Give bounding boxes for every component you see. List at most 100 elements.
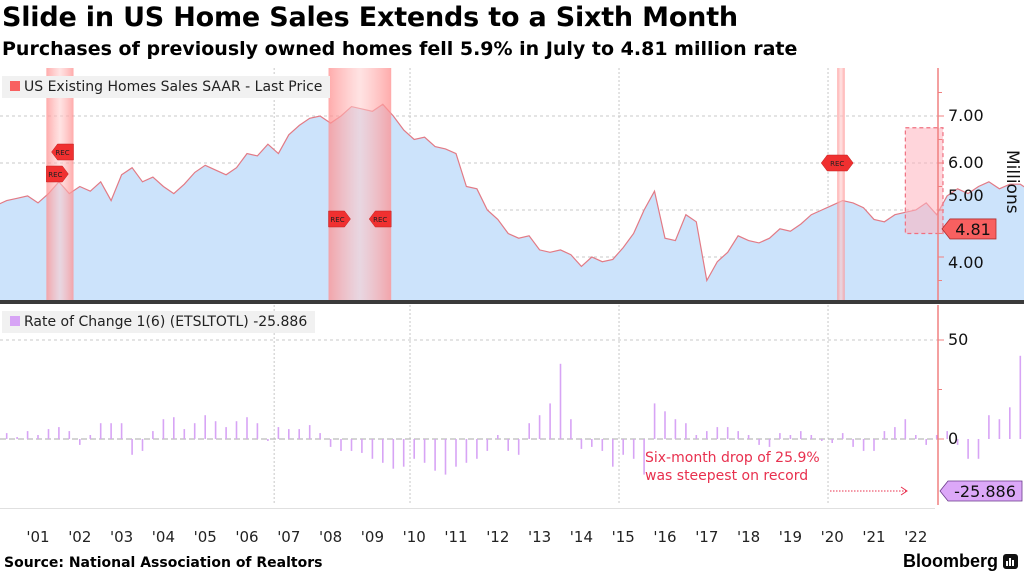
recession-bands: REC REC REC REC REC xyxy=(46,68,854,302)
bar xyxy=(925,439,927,445)
recession-marker-icon xyxy=(328,210,351,228)
bar xyxy=(413,439,415,459)
x-tick-label: '09 xyxy=(360,528,384,546)
bar xyxy=(601,439,604,451)
bar xyxy=(465,439,468,463)
bar xyxy=(831,439,833,443)
bar xyxy=(288,429,290,439)
recession-marker-label: REC xyxy=(373,216,387,224)
bar xyxy=(507,439,509,451)
bar xyxy=(747,435,750,439)
x-tick-label: '22 xyxy=(904,528,928,546)
recession-marker-icon xyxy=(46,165,69,183)
bar xyxy=(706,431,708,439)
bar xyxy=(643,439,645,475)
x-tick-label: '05 xyxy=(193,528,217,546)
bloomberg-logo: Bloomberg xyxy=(902,551,998,571)
bar xyxy=(68,431,71,439)
bar xyxy=(591,439,593,447)
x-tick-label: '06 xyxy=(235,528,259,546)
last-value-badge-bottom xyxy=(939,480,1023,502)
bar xyxy=(737,431,739,439)
x-tick-label: '13 xyxy=(527,528,552,546)
recession-marker-icon xyxy=(51,143,74,161)
bar xyxy=(37,435,39,439)
bar xyxy=(789,435,792,439)
bar xyxy=(528,423,530,439)
bar xyxy=(653,403,656,439)
bottom-panel-bars xyxy=(5,355,1022,496)
highlight-box-rect xyxy=(904,127,944,235)
bar xyxy=(277,427,280,439)
recession-marker-icon xyxy=(820,154,854,172)
recession-band xyxy=(46,68,74,302)
top-panel-y-axis xyxy=(937,68,944,302)
y-tick-bottom: 50 xyxy=(948,330,969,349)
y-tick-bottom: 0 xyxy=(948,429,959,448)
bar xyxy=(298,429,300,439)
bar xyxy=(382,439,384,463)
bottom-panel-y-axis xyxy=(937,305,944,505)
x-tick-label: '15 xyxy=(611,528,635,546)
bar xyxy=(570,419,572,439)
legend-bottom: Rate of Change 1(6) (ETSLTOTL) -25.886 xyxy=(2,311,316,333)
bar xyxy=(716,427,719,439)
bar xyxy=(162,419,165,439)
bar xyxy=(423,439,426,463)
bar xyxy=(434,439,436,471)
bar xyxy=(664,411,666,439)
x-tick-label: '20 xyxy=(820,528,844,546)
top-panel-area xyxy=(0,103,1024,302)
bar xyxy=(183,429,186,439)
y-tick-top: 6.00 xyxy=(948,153,984,172)
bar xyxy=(361,439,363,453)
bar xyxy=(26,431,29,439)
area-fill xyxy=(0,104,1024,302)
bar xyxy=(497,435,499,439)
y-tick-top: 5.00 xyxy=(948,186,984,205)
bar xyxy=(915,435,917,439)
last-value-labels: 4.81 -25.886 xyxy=(939,218,1023,502)
bar xyxy=(308,425,311,439)
bar xyxy=(350,439,353,451)
x-tick-label: '19 xyxy=(778,528,802,546)
bar xyxy=(559,363,562,439)
bar xyxy=(131,439,133,455)
bar xyxy=(58,427,60,439)
bar xyxy=(768,439,771,447)
bar xyxy=(16,437,18,439)
legend-label-bottom: Rate of Change 1(6) (ETSLTOTL) -25.886 xyxy=(24,314,308,330)
bar xyxy=(99,423,102,439)
bar xyxy=(935,435,938,439)
recession-band xyxy=(837,68,845,302)
bar xyxy=(173,417,175,439)
bar xyxy=(841,433,844,439)
annotation-text: Six-month drop of 25.9% was steepest on … xyxy=(645,449,820,485)
bar xyxy=(267,439,269,441)
bar xyxy=(632,439,635,459)
x-tick-label: '17 xyxy=(695,528,719,546)
bar xyxy=(455,439,457,467)
bar xyxy=(1009,407,1011,439)
bar xyxy=(852,439,854,447)
bar xyxy=(204,415,206,439)
x-tick-label: '10 xyxy=(402,528,426,546)
panel-separator xyxy=(0,300,1024,304)
y-axis-unit-label: Millions xyxy=(1002,150,1022,214)
bar xyxy=(810,435,813,439)
chart-title: Slide in US Home Sales Extends to a Sixt… xyxy=(2,2,738,33)
bar xyxy=(695,435,698,439)
bar xyxy=(120,423,123,439)
bottom-border xyxy=(0,508,935,509)
bar xyxy=(89,435,92,439)
recession-marker-label: REC xyxy=(830,160,844,168)
recession-marker-label: REC xyxy=(48,171,62,179)
bar xyxy=(47,429,50,439)
bar xyxy=(371,439,374,459)
x-tick-label: '04 xyxy=(151,528,175,546)
annotation-line-2: was steepest on record xyxy=(645,468,809,484)
bar xyxy=(79,439,81,445)
y-tick-top: 4.00 xyxy=(948,253,984,272)
series-line xyxy=(0,103,1024,283)
